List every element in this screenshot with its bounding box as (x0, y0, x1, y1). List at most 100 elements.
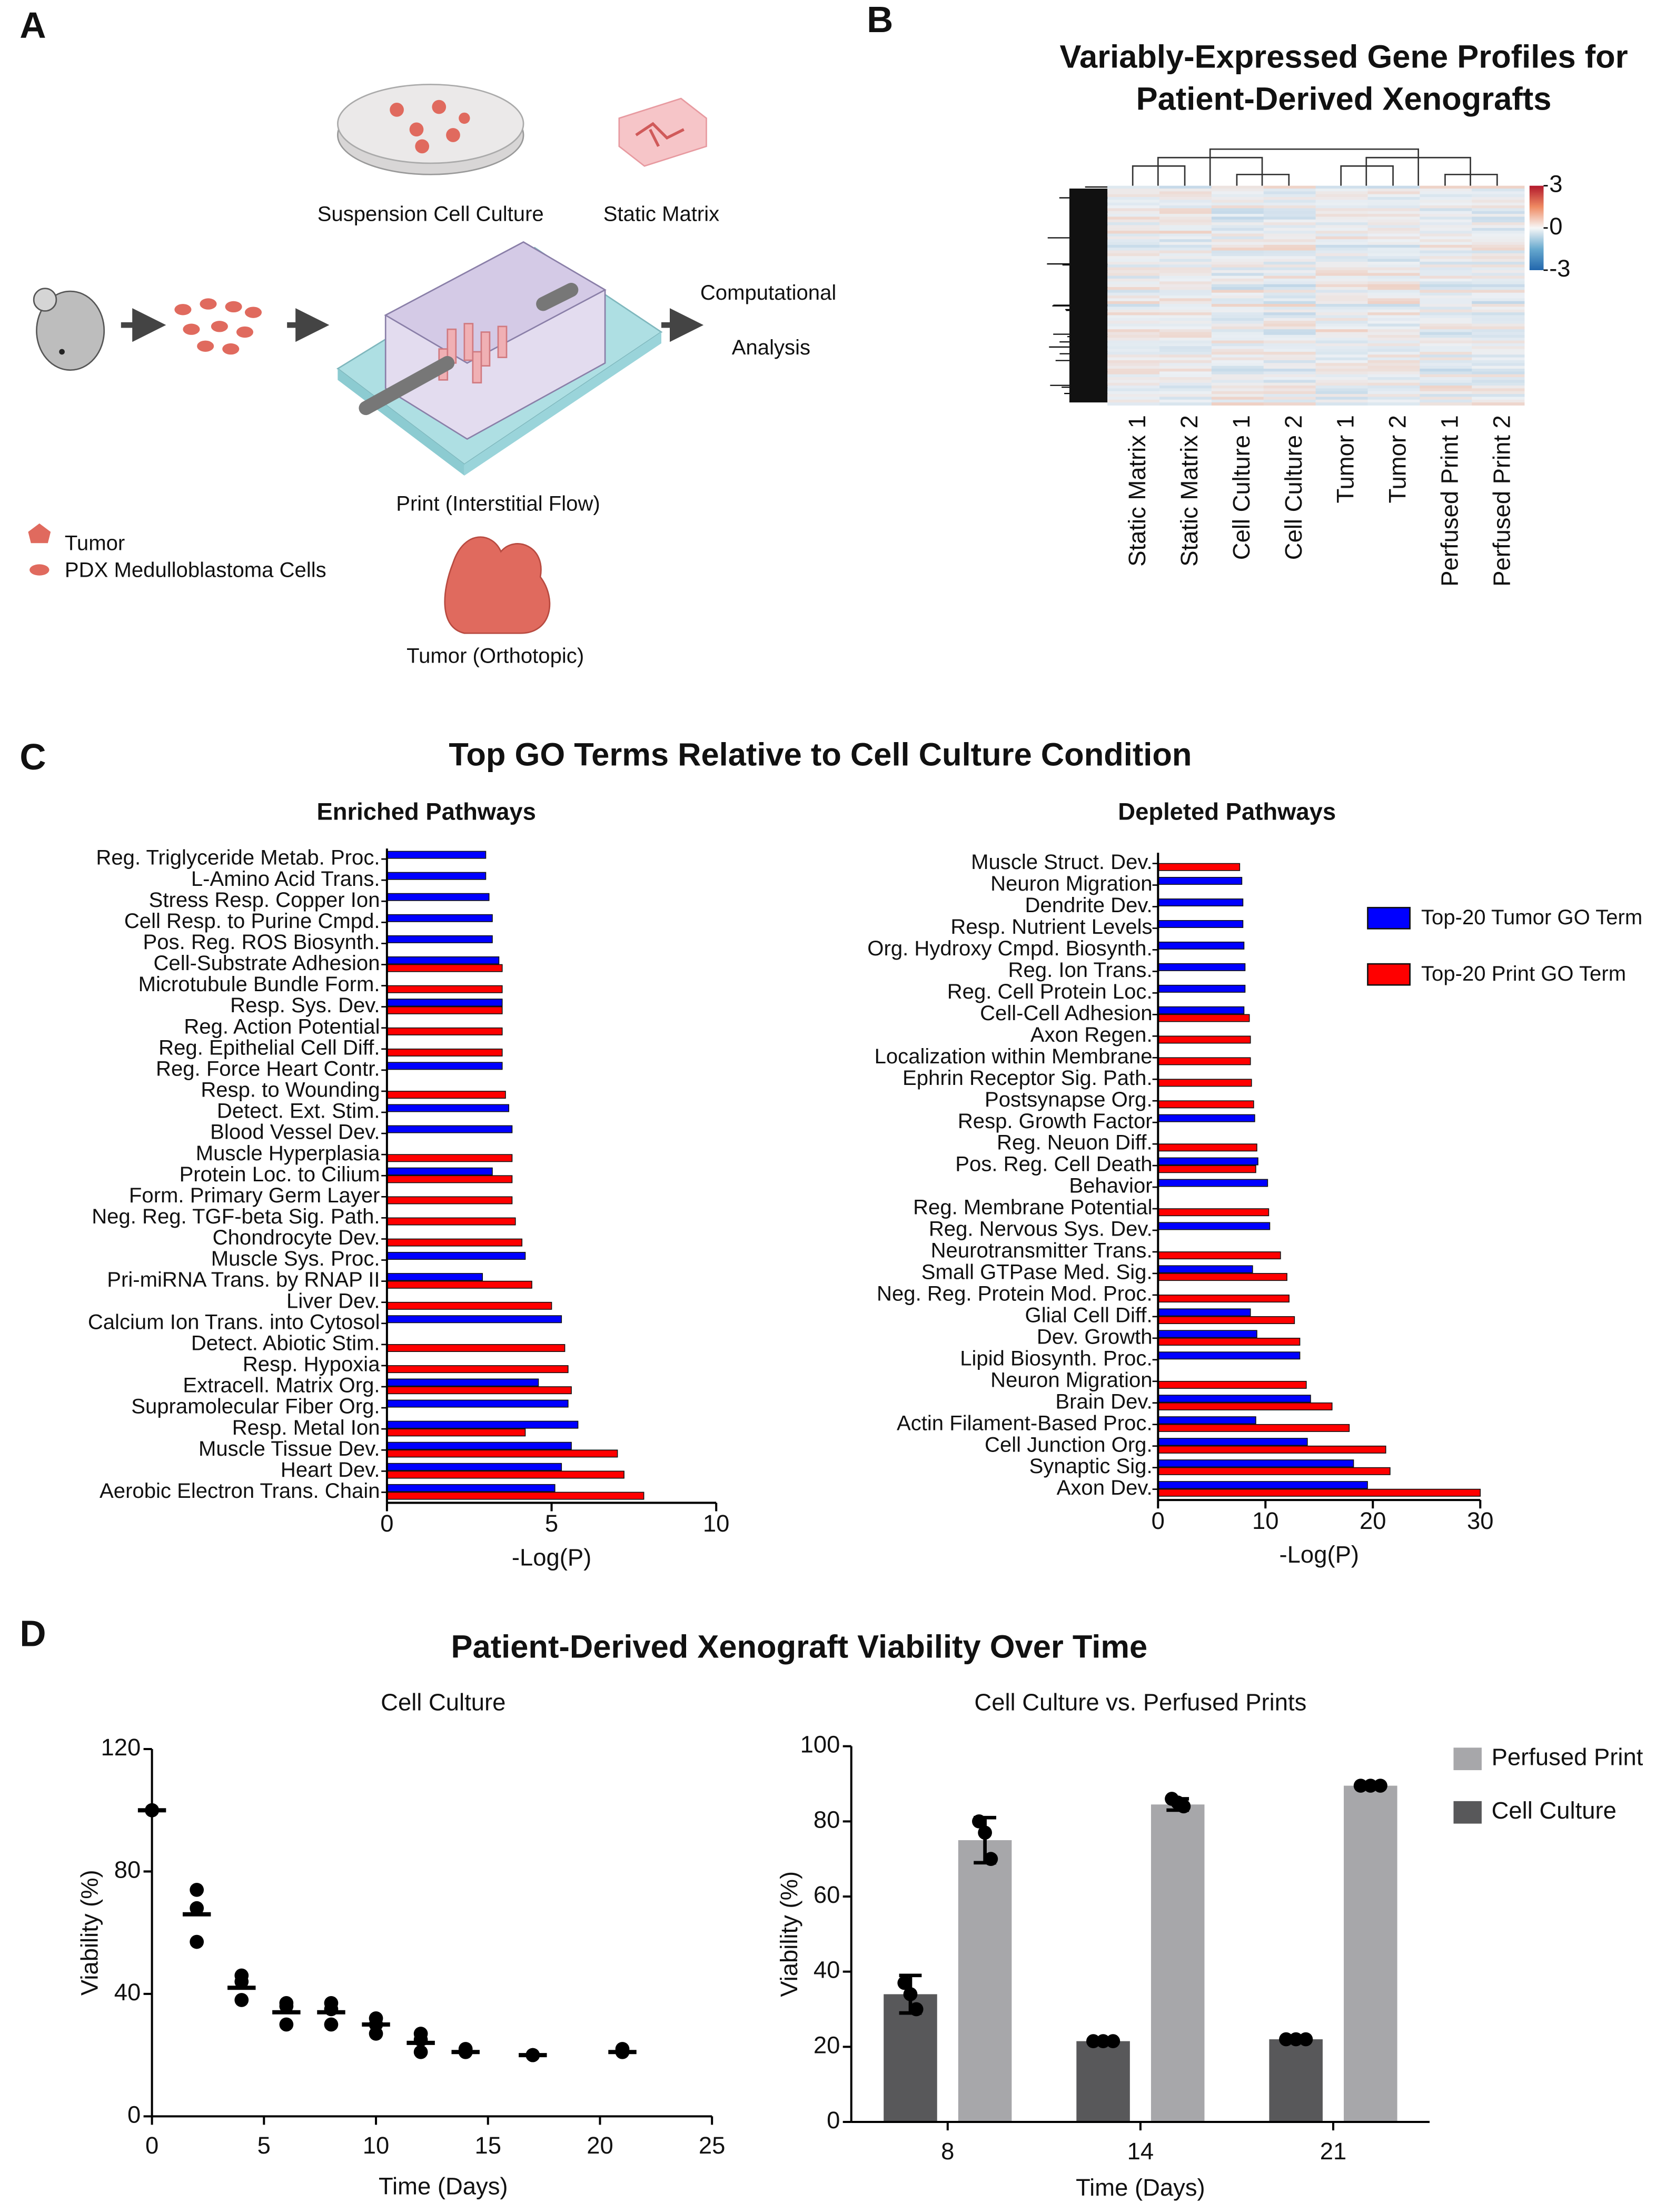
heatmap-cell (1211, 264, 1265, 268)
heatmap-cell (1107, 354, 1161, 358)
y-tick-label: Muscle Hyperplasia (196, 1142, 380, 1165)
heatmap-cell (1211, 202, 1265, 206)
heatmap-cell (1159, 233, 1213, 237)
heatmap-cell (1211, 334, 1265, 338)
y-tick-label: Resp. Nutrient Levels (950, 915, 1152, 939)
heatmap-cell (1472, 304, 1525, 307)
heatmap-cell (1211, 295, 1265, 299)
heatmap-cell (1159, 346, 1213, 350)
heatmap-cell (1107, 397, 1161, 400)
bar (1151, 1804, 1205, 2122)
heatmap-cell (1472, 329, 1525, 333)
heatmap-cell (1159, 197, 1213, 200)
heatmap-cell (1211, 304, 1265, 307)
x-axis-label: Time (Days) (379, 2173, 508, 2200)
heatmap-cell (1420, 231, 1473, 234)
heatmap-cell (1472, 216, 1525, 220)
heatmap-column-label: Cell Culture 2 (1280, 415, 1307, 560)
heatmap-cell (1263, 309, 1316, 313)
heatmap-cell (1315, 343, 1368, 347)
heatmap-cell (1420, 315, 1473, 319)
heatmap-cell (1420, 307, 1473, 310)
dish (337, 83, 524, 164)
heatmap-cell (1211, 219, 1265, 223)
heatmap-cell (1367, 290, 1421, 293)
heatmap-cell (1159, 334, 1213, 338)
point (234, 1993, 249, 2007)
bar (1157, 1338, 1301, 1346)
legend-swatch (1367, 906, 1411, 930)
heatmap-cell (1472, 261, 1525, 265)
heatmap-cell (1263, 388, 1316, 392)
heatmap-cell (1315, 275, 1368, 279)
bar (386, 999, 503, 1007)
heatmap-cell (1420, 397, 1473, 400)
heatmap-cell (1315, 309, 1368, 313)
diagram-label: Computational (700, 281, 836, 304)
heatmap-cell (1472, 214, 1525, 217)
heatmap-cell (1472, 250, 1525, 254)
heatmap-cell (1107, 349, 1161, 352)
heatmap-cell (1263, 275, 1316, 279)
heatmap-cell (1107, 357, 1161, 361)
point (324, 2017, 339, 2032)
heatmap-cell (1107, 279, 1161, 282)
heatmap-cell (1159, 369, 1213, 372)
heatmap-cell (1472, 371, 1525, 375)
heatmap-cell (1472, 388, 1525, 392)
heatmap-cell (1315, 363, 1368, 367)
heatmap-cell (1159, 242, 1213, 245)
heatmap-cell (1472, 185, 1525, 189)
heatmap-cell (1107, 202, 1161, 206)
y-tick-label: Heart Dev. (281, 1458, 380, 1482)
panel-label: B (867, 0, 893, 40)
bar (386, 964, 503, 972)
heatmap-cell (1107, 216, 1161, 220)
heatmap-cell (1367, 236, 1421, 240)
x-tick-label: 25 (699, 2132, 726, 2159)
heatmap-column-label: Perfused Print 2 (1488, 415, 1515, 587)
y-tick-label: Neg. Reg. Protein Mod. Proc. (877, 1282, 1153, 1306)
heatmap-cell (1211, 391, 1265, 394)
heatmap-cell (1472, 287, 1525, 290)
heatmap-cell (1420, 256, 1473, 260)
bar (1157, 1165, 1256, 1173)
heatmap-cell (1107, 366, 1161, 369)
cell-cluster (174, 298, 262, 355)
heatmap-cell (1367, 349, 1421, 352)
heatmap-cell (1315, 216, 1368, 220)
heatmap-column-label: Tumor 1 (1332, 415, 1359, 503)
heatmap-cell (1420, 200, 1473, 203)
heatmap-cell (1211, 380, 1265, 383)
heatmap-cell (1211, 343, 1265, 347)
heatmap-cell (1420, 225, 1473, 229)
heatmap-cell (1263, 346, 1316, 350)
x-tick-label: 0 (145, 2132, 158, 2159)
heatmap-cell (1472, 273, 1525, 276)
bar (1157, 920, 1244, 928)
heatmap-cell (1420, 242, 1473, 245)
heatmap-cell (1420, 211, 1473, 214)
heatmap-cell (1211, 290, 1265, 293)
heatmap-cell (1315, 346, 1368, 350)
heatmap-cell (1211, 275, 1265, 279)
heatmap-cell (1159, 259, 1213, 262)
heatmap-cell (1420, 214, 1473, 217)
heatmap-cell (1472, 349, 1525, 352)
heatmap-cell (1107, 332, 1161, 335)
heatmap-cell (1263, 397, 1316, 400)
heatmap-cell (1420, 236, 1473, 240)
heatmap-cell (1159, 191, 1213, 195)
heatmap-cell (1315, 301, 1368, 304)
point (984, 1852, 998, 1867)
y-tick-label: Microtubule Bundle Form. (138, 973, 380, 996)
bar (386, 1006, 503, 1014)
heatmap-cell (1472, 380, 1525, 383)
heatmap-cell (1367, 380, 1421, 383)
heatmap-cell (1107, 386, 1161, 389)
heatmap-cell (1211, 284, 1265, 288)
heatmap-cell (1263, 228, 1316, 231)
y-tick-label: Org. Hydroxy Cmpd. Biosynth. (867, 937, 1152, 960)
heatmap-cell (1315, 259, 1368, 262)
heatmap-cell (1107, 284, 1161, 288)
